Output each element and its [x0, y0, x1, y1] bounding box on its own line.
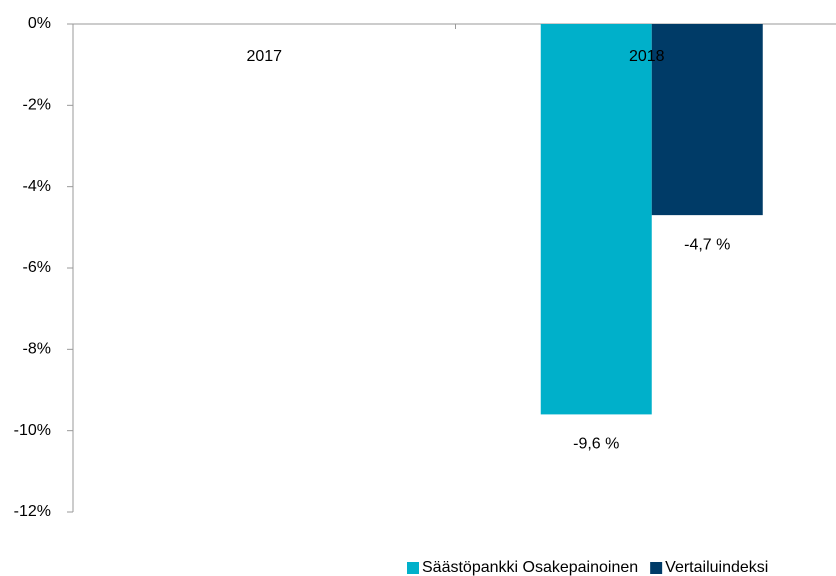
- x-tick-label: 2018: [629, 48, 665, 65]
- value-label: -4,7 %: [684, 236, 730, 253]
- x-tick-label: 2017: [246, 48, 282, 65]
- value-label: -9,6 %: [573, 436, 619, 453]
- y-tick-label: -6%: [23, 259, 51, 276]
- y-tick-label: -4%: [23, 178, 51, 195]
- y-tick-label: 0%: [28, 15, 51, 32]
- y-tick-label: -8%: [23, 341, 51, 358]
- y-tick-label: -10%: [14, 422, 51, 439]
- y-tick-label: -12%: [14, 503, 51, 520]
- bar: [651, 24, 763, 216]
- legend-label: Vertailuindeksi: [665, 559, 768, 576]
- legend-swatch: [650, 562, 663, 574]
- legend-label: Säästöpankki Osakepainoinen: [422, 559, 638, 576]
- y-tick-label: -2%: [23, 97, 51, 114]
- bar: [540, 24, 652, 415]
- legend-swatch: [407, 562, 419, 574]
